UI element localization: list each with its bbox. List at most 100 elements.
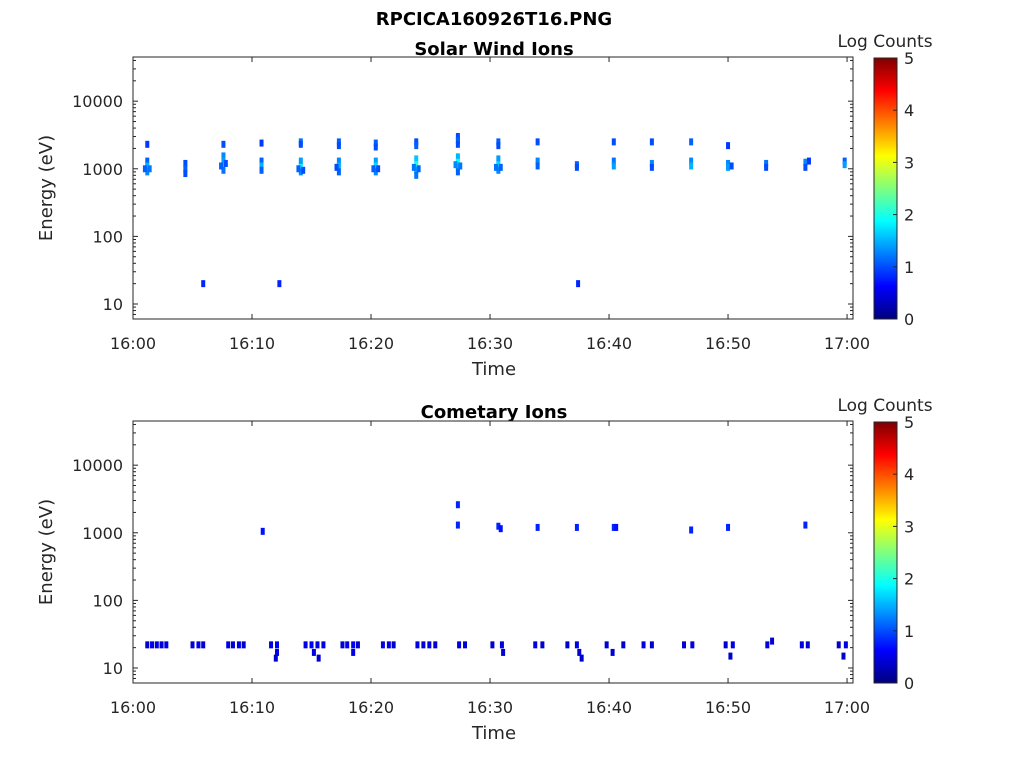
heatmap-cell: [649, 163, 654, 171]
heatmap-cell: [416, 165, 421, 173]
heatmap-cell: [411, 163, 416, 171]
heatmap-cell: [351, 648, 356, 656]
y-tick-label: 1000: [82, 524, 123, 543]
y-axis-label: Energy (eV): [36, 135, 57, 241]
heatmap-cell: [219, 162, 224, 170]
heatmap-cell: [226, 641, 231, 649]
heatmap-cell: [373, 168, 378, 176]
heatmap-cell: [496, 166, 501, 174]
heatmap-cell: [159, 641, 164, 649]
heatmap-cell: [614, 523, 619, 531]
heatmap-cell: [386, 641, 391, 649]
colorbar-label: Log Counts: [837, 396, 932, 416]
colorbar-tick-label: 4: [904, 101, 914, 120]
heatmap-cell: [380, 641, 385, 649]
colorbar-tick-label: 2: [904, 570, 914, 589]
heatmap-cell: [455, 153, 460, 161]
heatmap-cell: [201, 641, 206, 649]
heatmap-cell: [689, 162, 694, 170]
panel-title: Cometary Ions: [421, 402, 568, 423]
heatmap-cell: [726, 159, 731, 167]
heatmap-cell: [433, 641, 438, 649]
heatmap-cell: [273, 654, 278, 662]
x-tick-label: 16:20: [348, 334, 394, 353]
heatmap-cell: [841, 652, 846, 660]
heatmap-cell: [154, 641, 159, 649]
heatmap-cell: [414, 155, 419, 163]
heatmap-cell: [336, 162, 341, 170]
colorbar: [873, 421, 898, 684]
colorbar-tick-label: 1: [904, 258, 914, 277]
heatmap-cell: [164, 641, 169, 649]
y-tick-label: 100: [92, 227, 123, 246]
heatmap-cell: [574, 163, 579, 171]
heatmap-cell: [150, 641, 155, 649]
heatmap-cell: [145, 162, 150, 170]
heatmap-cell: [455, 163, 460, 171]
heatmap-cell: [574, 641, 579, 649]
heatmap-cell: [142, 165, 147, 173]
x-tick-label: 16:40: [586, 698, 632, 717]
y-tick-label: 10000: [72, 456, 123, 475]
heatmap-cell: [540, 641, 545, 649]
x-tick-label: 17:00: [824, 698, 870, 717]
heatmap-cell: [574, 523, 579, 531]
heatmap-cell: [565, 641, 570, 649]
heatmap-cell: [806, 157, 811, 165]
heatmap-cell: [201, 280, 206, 288]
heatmap-cell: [455, 501, 460, 509]
x-tick-label: 16:50: [705, 334, 751, 353]
heatmap-cell: [414, 161, 419, 169]
heatmap-cells: [145, 501, 848, 662]
heatmap-cell: [496, 142, 501, 150]
heatmap-cell: [373, 162, 378, 170]
x-tick-label: 16:10: [229, 698, 275, 717]
panel-title: Solar Wind Ions: [414, 39, 573, 60]
y-tick-label: 10: [103, 659, 123, 678]
heatmap-cell: [277, 280, 282, 288]
heatmap-cell: [455, 168, 460, 176]
heatmap-cell: [145, 641, 150, 649]
x-axis-label: Time: [471, 359, 516, 380]
heatmap-cell: [499, 641, 504, 649]
heatmap-cell: [296, 165, 301, 173]
heatmap-cell: [147, 165, 152, 173]
heatmap-cell: [805, 641, 810, 649]
colorbar: [873, 57, 898, 320]
heatmap-cell: [803, 158, 808, 166]
heatmap-cell: [221, 166, 226, 174]
heatmap-cell: [690, 641, 695, 649]
heatmap-cell: [689, 157, 694, 165]
heatmap-cell: [842, 157, 847, 165]
y-tick-label: 10: [103, 295, 123, 314]
heatmap-cell: [641, 641, 646, 649]
heatmap-cells: [142, 133, 847, 288]
heatmap-cell: [221, 152, 226, 160]
heatmap-cell: [334, 163, 339, 171]
heatmap-cell: [689, 138, 694, 146]
y-tick-label: 100: [92, 591, 123, 610]
heatmap-cell: [457, 641, 462, 649]
heatmap-cell: [315, 641, 320, 649]
heatmap-cell: [493, 163, 498, 171]
heatmap-cell: [336, 157, 341, 165]
heatmap-cell: [765, 641, 770, 649]
colorbar-tick-label: 2: [904, 206, 914, 225]
heatmap-cell: [726, 523, 731, 531]
heatmap-cell: [496, 138, 501, 146]
heatmap-cell: [455, 140, 460, 148]
heatmap-cell: [649, 159, 654, 167]
heatmap-cell: [376, 165, 381, 173]
heatmap-cell: [321, 641, 326, 649]
heatmap-cell: [145, 140, 150, 148]
heatmap-cell: [183, 159, 188, 167]
heatmap-cell: [414, 171, 419, 179]
heatmap-cell: [427, 641, 432, 649]
heatmap-cell: [803, 521, 808, 529]
heatmap-cell: [298, 168, 303, 176]
heatmap-cell: [726, 142, 731, 150]
x-tick-label: 16:40: [586, 334, 632, 353]
heatmap-cell: [259, 157, 264, 165]
x-tick-label: 17:00: [824, 334, 870, 353]
x-tick-label: 16:00: [110, 334, 156, 353]
